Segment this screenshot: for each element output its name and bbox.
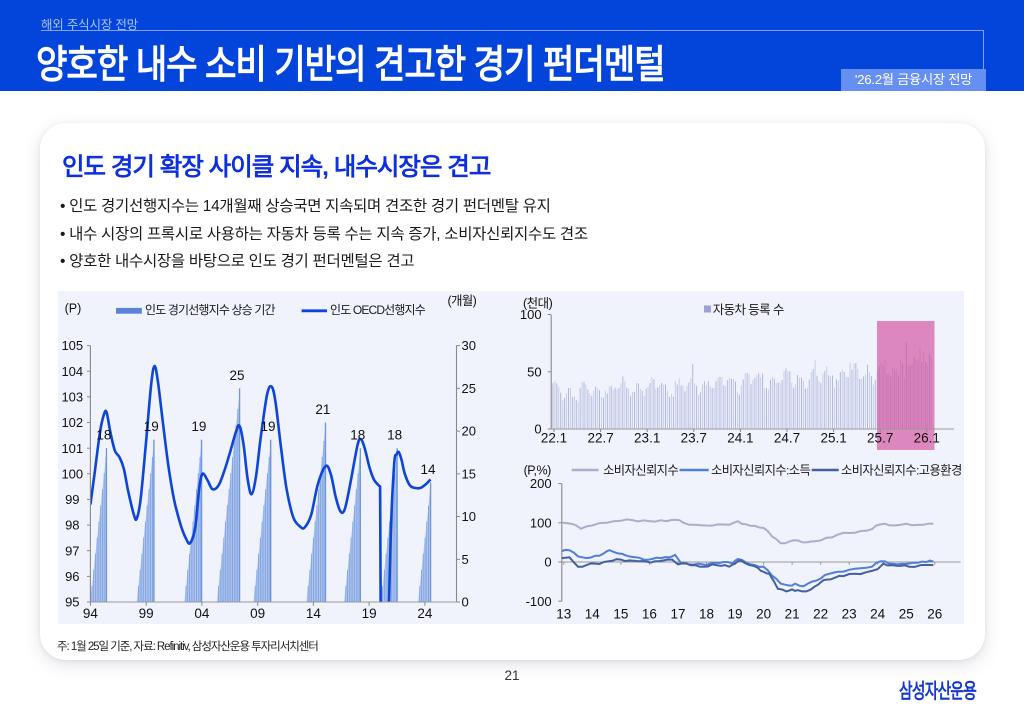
svg-text:(P): (P) bbox=[65, 301, 82, 315]
svg-text:100: 100 bbox=[530, 515, 552, 530]
svg-text:24.7: 24.7 bbox=[774, 430, 800, 445]
svg-text:18: 18 bbox=[96, 428, 111, 443]
svg-text:25: 25 bbox=[462, 381, 476, 396]
svg-text:0: 0 bbox=[462, 595, 469, 610]
svg-text:(개월): (개월) bbox=[448, 294, 477, 308]
svg-text:101: 101 bbox=[61, 441, 83, 456]
svg-text:09: 09 bbox=[250, 606, 265, 621]
svg-text:14: 14 bbox=[420, 462, 436, 477]
svg-text:20: 20 bbox=[462, 424, 476, 439]
svg-text:200: 200 bbox=[530, 476, 552, 491]
svg-text:23.7: 23.7 bbox=[681, 430, 707, 445]
svg-text:20: 20 bbox=[756, 607, 771, 622]
svg-text:21: 21 bbox=[315, 402, 330, 417]
svg-text:105: 105 bbox=[61, 338, 83, 353]
svg-text:104: 104 bbox=[61, 364, 83, 379]
svg-text:19: 19 bbox=[362, 606, 377, 621]
svg-text:103: 103 bbox=[61, 390, 83, 405]
svg-text:13: 13 bbox=[556, 607, 571, 622]
svg-text:100: 100 bbox=[61, 466, 83, 481]
svg-text:94: 94 bbox=[83, 606, 99, 621]
svg-text:25: 25 bbox=[899, 607, 914, 622]
svg-text:26.1: 26.1 bbox=[914, 430, 940, 445]
svg-text:25.1: 25.1 bbox=[820, 430, 846, 445]
svg-text:23.1: 23.1 bbox=[634, 430, 660, 445]
svg-text:24: 24 bbox=[870, 607, 886, 622]
svg-text:04: 04 bbox=[194, 606, 210, 621]
svg-text:14: 14 bbox=[585, 607, 601, 622]
svg-text:24.1: 24.1 bbox=[727, 430, 753, 445]
svg-text:24: 24 bbox=[417, 606, 433, 621]
svg-text:18: 18 bbox=[387, 428, 402, 443]
svg-text:30: 30 bbox=[462, 338, 476, 353]
svg-text:인도 경기선행지수 상승 기간: 인도 경기선행지수 상승 기간 bbox=[145, 302, 276, 317]
svg-text:102: 102 bbox=[61, 415, 83, 430]
svg-text:99: 99 bbox=[139, 606, 154, 621]
svg-text:22: 22 bbox=[813, 607, 828, 622]
svg-text:17: 17 bbox=[670, 607, 685, 622]
svg-text:소비자신뢰지수:소득: 소비자신뢰지수:소득 bbox=[711, 464, 811, 478]
svg-text:0: 0 bbox=[534, 422, 541, 437]
svg-text:18: 18 bbox=[699, 607, 714, 622]
svg-text:21: 21 bbox=[785, 607, 800, 622]
svg-text:자동차 등록 수: 자동차 등록 수 bbox=[713, 303, 784, 317]
svg-text:19: 19 bbox=[727, 607, 742, 622]
svg-text:25.7: 25.7 bbox=[867, 430, 893, 445]
svg-text:25: 25 bbox=[229, 368, 244, 383]
svg-text:소비자신뢰지수:고용환경: 소비자신뢰지수:고용환경 bbox=[841, 464, 962, 478]
svg-text:16: 16 bbox=[642, 607, 657, 622]
svg-text:97: 97 bbox=[65, 543, 79, 558]
svg-text:96: 96 bbox=[65, 569, 79, 584]
svg-text:(P,%): (P,%) bbox=[524, 464, 551, 478]
svg-text:0: 0 bbox=[544, 555, 551, 570]
svg-text:95: 95 bbox=[65, 595, 79, 610]
svg-text:소비자신뢰지수: 소비자신뢰지수 bbox=[603, 464, 678, 478]
svg-text:5: 5 bbox=[462, 552, 469, 567]
svg-text:(천대): (천대) bbox=[523, 296, 553, 311]
svg-text:19: 19 bbox=[144, 419, 159, 434]
svg-text:-100: -100 bbox=[526, 594, 552, 609]
svg-text:50: 50 bbox=[527, 364, 541, 379]
svg-text:10: 10 bbox=[462, 509, 476, 524]
svg-text:인도 OECD선행지수: 인도 OECD선행지수 bbox=[330, 302, 426, 317]
svg-text:100: 100 bbox=[520, 307, 542, 322]
svg-text:26: 26 bbox=[927, 607, 942, 622]
svg-text:15: 15 bbox=[462, 466, 476, 481]
svg-text:18: 18 bbox=[350, 428, 365, 443]
svg-text:19: 19 bbox=[191, 419, 206, 434]
svg-text:22.1: 22.1 bbox=[541, 430, 567, 445]
svg-text:22.7: 22.7 bbox=[587, 430, 613, 445]
svg-text:19: 19 bbox=[260, 419, 275, 434]
svg-text:99: 99 bbox=[65, 492, 79, 507]
svg-text:23: 23 bbox=[842, 607, 857, 622]
svg-text:14: 14 bbox=[306, 606, 322, 621]
svg-text:98: 98 bbox=[65, 518, 79, 533]
svg-text:15: 15 bbox=[613, 607, 628, 622]
